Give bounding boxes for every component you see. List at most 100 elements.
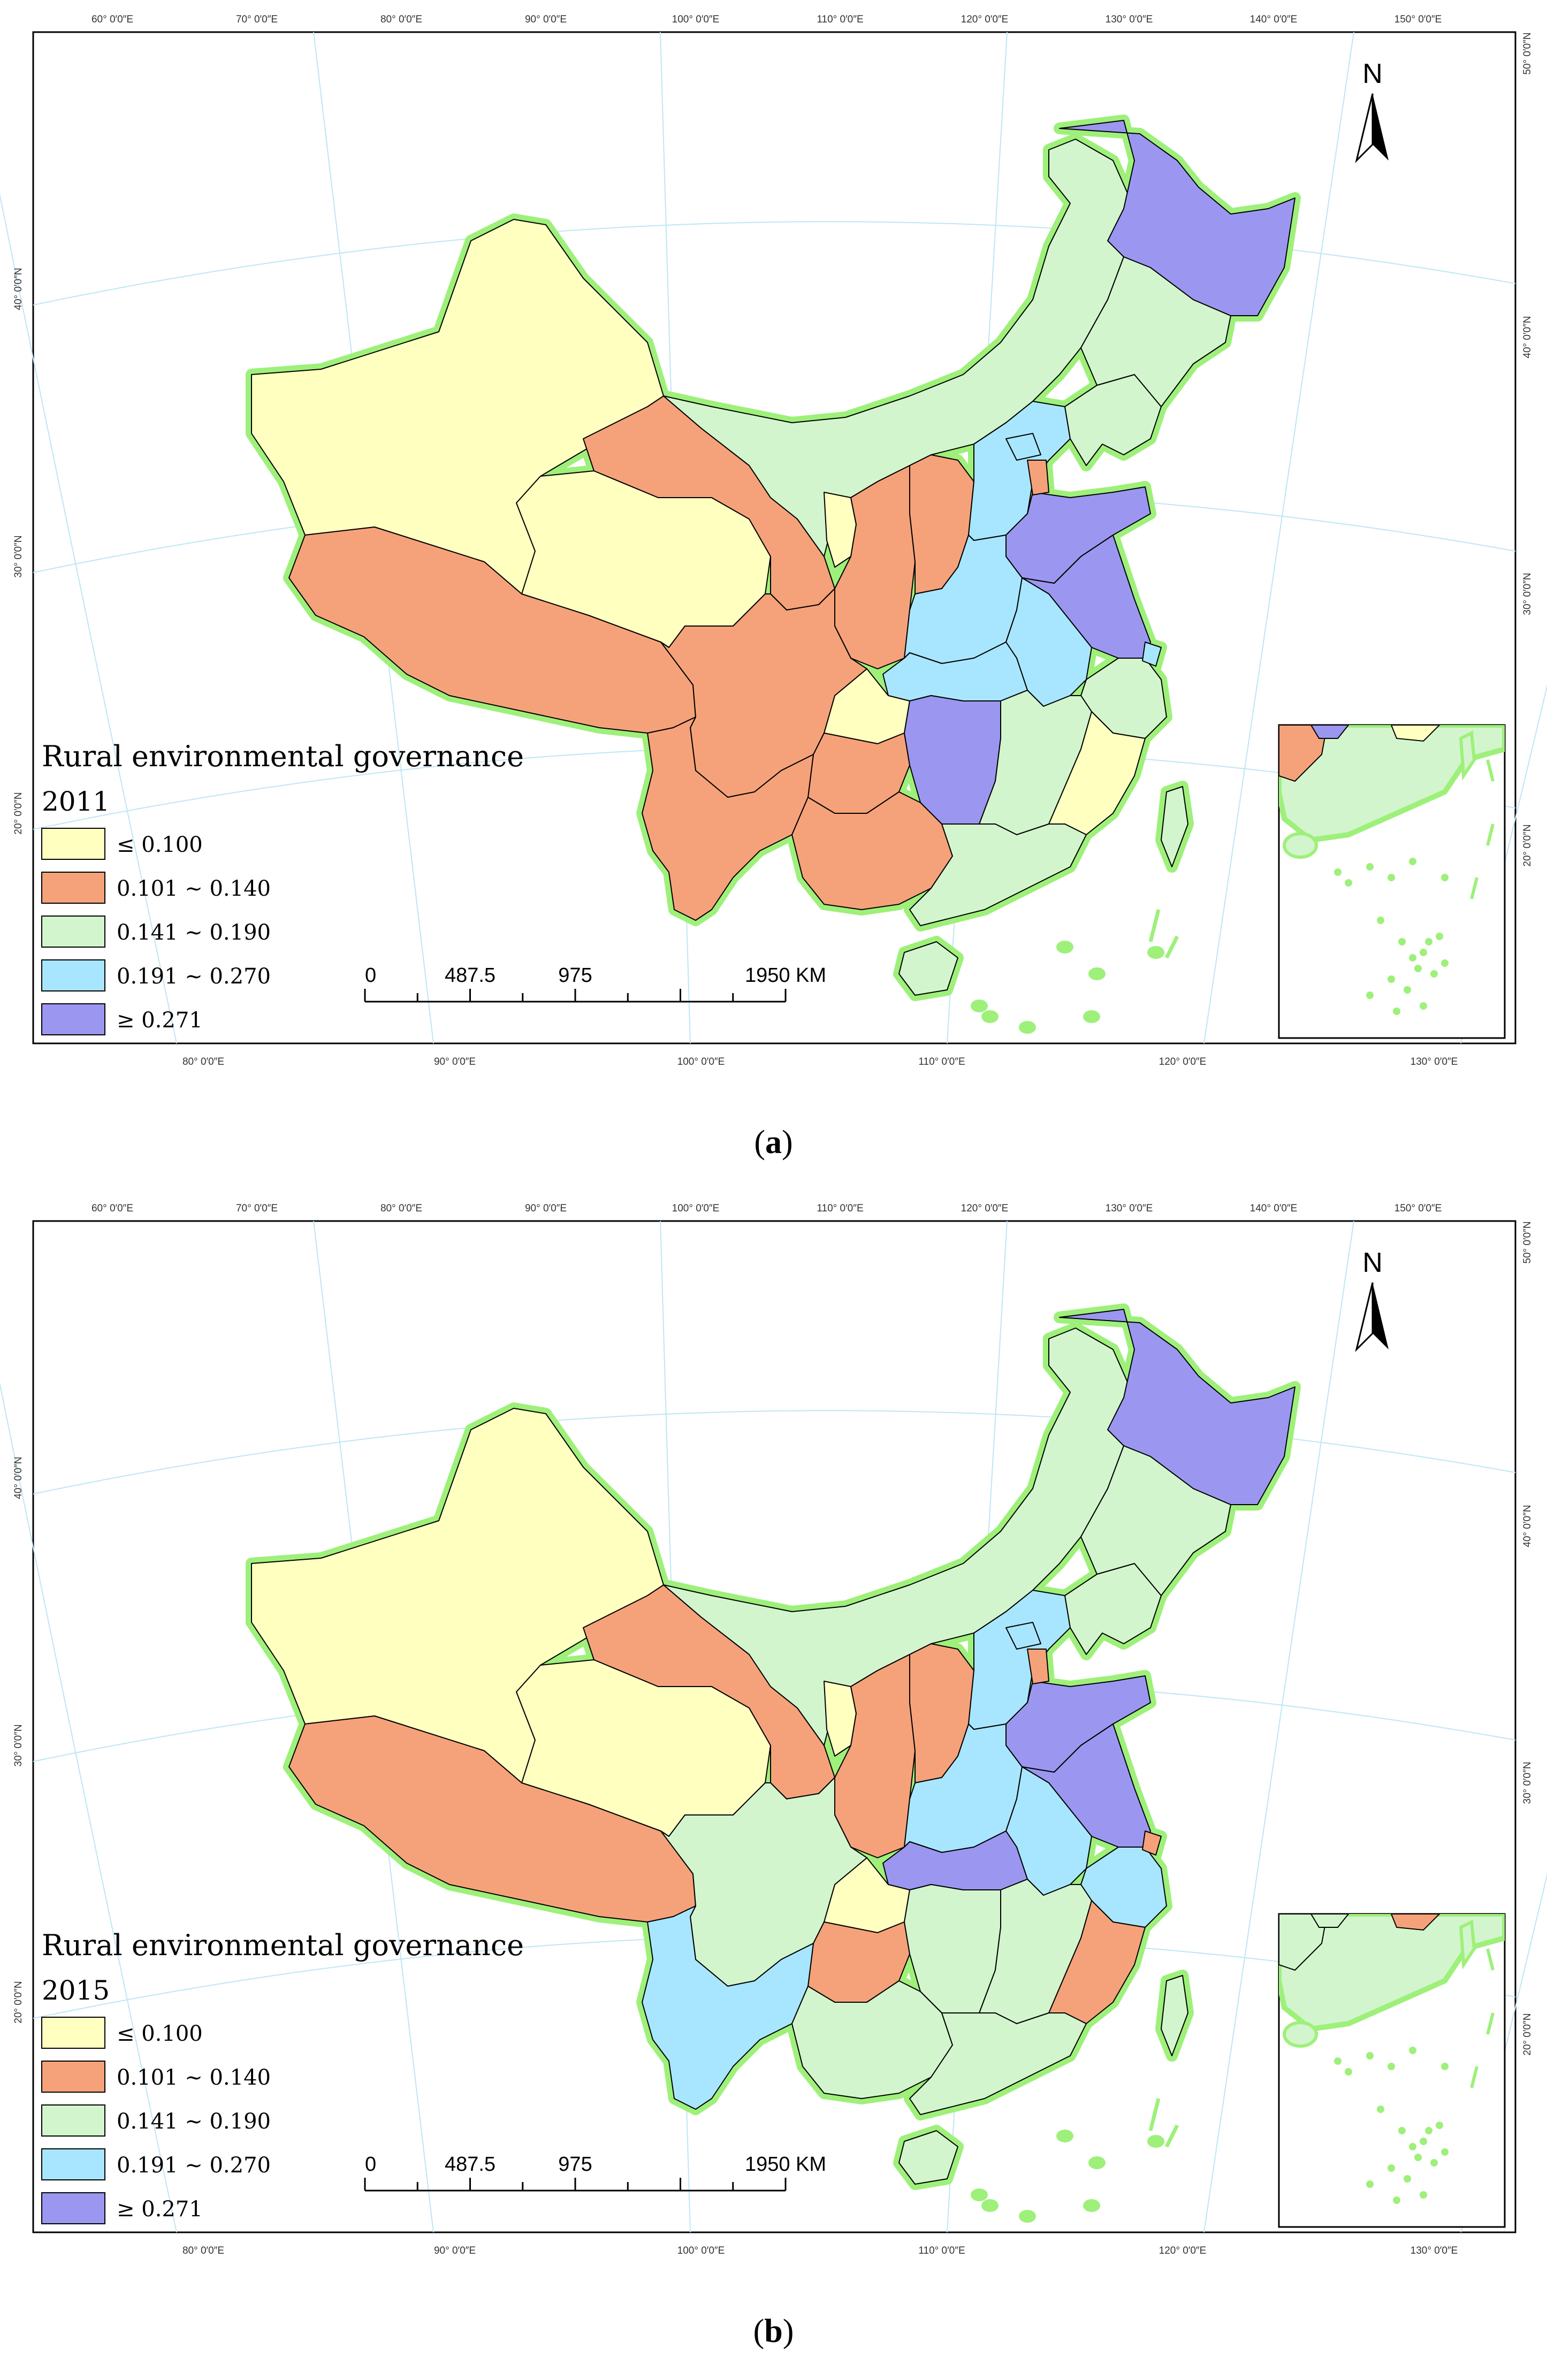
legend-label: ≤ 0.100 [117,2022,203,2046]
province-hainan [898,2130,958,2185]
legend-swatch [41,2148,105,2180]
province-guangdong [909,2012,1087,2115]
north-arrow-dark-half [1373,94,1389,161]
inset-island [1425,938,1432,945]
islands [971,909,1179,1034]
island [1148,2098,1161,2131]
scale-bar: 0 487.5 975 1950 KM [364,964,826,1003]
inset-island [1366,2180,1374,2188]
inset-hunan [1310,1914,1350,1928]
graticule-bottom-label: 120° 0′0″E [1159,2245,1207,2256]
scale-bar-label: 487.5 [445,964,496,987]
inset-island [1388,2063,1395,2070]
scale-bar: 0 487.5 975 1950 KM [364,2153,826,2192]
inset-taiwan [1459,1919,1476,1970]
legend: Rural environmental governance 2015 ≤ 0.10… [41,1928,524,2224]
graticule-right-label: 20° 0′0″N [1522,2013,1533,2055]
graticule-top-label: 80° 0′0″E [380,1203,422,1214]
legend-swatch [41,2192,105,2224]
inset-island [1345,879,1352,887]
map-frame-group: N Rural environmental governance 2011 ≤ 0.1… [0,31,1547,1044]
graticule-top-label: 130° 0′0″E [1106,14,1153,25]
inset-island [1414,965,1422,972]
graticule-bottom-label: 100° 0′0″E [677,2245,725,2256]
north-arrow-label: N [1362,1247,1383,1278]
inset-island [1430,2159,1438,2167]
north-arrow-label: N [1362,58,1383,89]
inset-mainland [1279,1914,1505,2032]
inset-island [1441,874,1449,881]
inset-island [1334,868,1342,876]
graticule-bottom-label: 130° 0′0″E [1411,2245,1458,2256]
inset-fujian [1390,1914,1441,1931]
legend-label: ≥ 0.271 [117,2197,203,2222]
inset-island [1420,2191,1427,2199]
inset-hunan [1310,725,1350,739]
legend-label: 0.141 ~ 0.190 [117,920,271,945]
graticule-top-label: 120° 0′0″E [961,1203,1009,1214]
province-heilongjiang [1059,1309,1295,1505]
province-hainan [898,941,958,996]
map-panel-a: N Rural environmental governance 2011 ≤ 0.1… [0,0,1547,1075]
graticule-bottom-label: 80° 0′0″E [182,1056,224,1067]
inset-island [1409,954,1416,962]
scale-bar-label: 1950 KM [745,2153,826,2176]
legend-label: 0.101 ~ 0.140 [117,2065,271,2090]
island [1056,2130,1073,2142]
inset-content [1279,1914,1505,2204]
inset-island [1366,2052,1374,2059]
legend-title: Rural environmental governance [42,1928,524,1962]
inset-guangxi [1279,1914,1328,1971]
graticule-bottom-label: 110° 0′0″E [918,1056,965,1067]
graticule-left-label: 40° 0′0″N [13,268,24,310]
inset-taiwan [1459,730,1476,781]
graticule-top-label: 70° 0′0″E [236,1203,278,1214]
inset-island [1436,933,1443,940]
inset-island [1404,986,1411,994]
scale-bar-label: 487.5 [445,2153,496,2176]
graticule-left-label: 20° 0′0″N [13,1981,24,2023]
graticule-top-label: 60° 0′0″E [92,14,133,25]
north-arrow-dark-half [1373,1283,1389,1349]
graticule-left-label: 20° 0′0″N [13,792,24,834]
legend-label: ≤ 0.100 [117,833,203,857]
legend-year: 2011 [42,786,110,817]
inset-island [1430,970,1438,978]
inset-island [1441,959,1449,967]
graticule-top-label: 130° 0′0″E [1106,1203,1153,1214]
province-tianjin [1027,460,1049,495]
inset-island [1425,2127,1432,2134]
inset-island [1409,858,1416,865]
inset-island [1404,2175,1411,2183]
graticule-top-label: 140° 0′0″E [1250,14,1298,25]
province-shanghai [1142,642,1162,667]
graticule-top-label: 120° 0′0″E [961,14,1009,25]
inset-island [1334,2057,1342,2065]
island [1148,909,1161,942]
graticule-top-label: 100° 0′0″E [672,14,720,25]
graticule-bottom-label: 120° 0′0″E [1159,1056,1207,1067]
scale-bar-label: 975 [558,964,592,987]
legend-swatch [41,2017,105,2049]
inset-island [1388,2164,1395,2172]
graticule-bottom-label: 100° 0′0″E [677,1056,725,1067]
island [971,2188,988,2201]
island [1164,2124,1179,2148]
meridian-line [0,1382,177,2233]
graticule-right-label: 40° 0′0″N [1522,1505,1533,1547]
north-arrow-light-half [1355,93,1374,163]
island [981,2199,999,2212]
graticule-top-label: 60° 0′0″E [92,1203,133,1214]
graticule-top-label: 90° 0′0″E [525,14,567,25]
map-panel-b: N Rural environmental governance 2015 ≤ 0.1… [0,1189,1547,2264]
inset-hainan [1283,2021,1318,2048]
inset-island [1409,2143,1416,2150]
island [1019,2210,1036,2223]
graticule-top-label: 150° 0′0″E [1394,14,1442,25]
inset-island [1409,2047,1416,2054]
inset-island [1436,2122,1443,2129]
inset-map [1278,1913,1506,2228]
inset-island [1470,2066,1479,2088]
graticule-top-label: 80° 0′0″E [380,14,422,25]
inset-island [1388,874,1395,881]
